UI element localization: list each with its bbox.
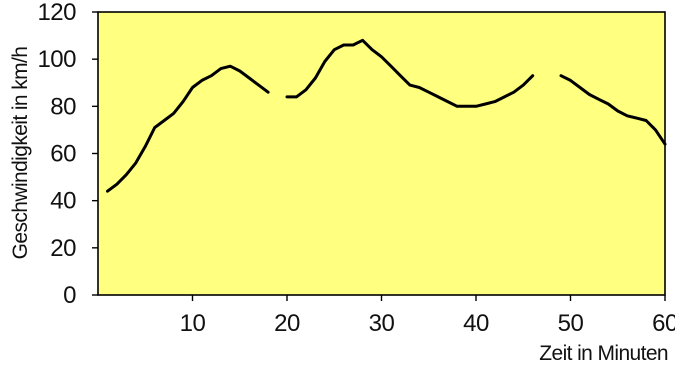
x-axis-ticks: 10 20 30 40 50 60 — [180, 295, 675, 337]
data-line — [106, 38, 667, 193]
x-tick-label: 60 — [652, 310, 675, 337]
y-tick-label: 120 — [37, 0, 76, 26]
series-line-segment — [106, 64, 270, 193]
y-tick-label: 100 — [37, 46, 76, 73]
series-line-segment — [285, 38, 535, 108]
y-axis-title: Geschwindigkeit in km/h — [9, 47, 32, 260]
series-line-segment — [559, 74, 667, 146]
x-tick-label: 30 — [369, 310, 395, 337]
y-tick-label: 40 — [50, 188, 76, 215]
y-tick-label: 20 — [50, 235, 76, 262]
y-axis-ticks: 0 20 40 60 80 100 120 — [37, 0, 98, 309]
x-tick-label: 20 — [274, 310, 300, 337]
y-tick-label: 0 — [63, 282, 76, 309]
x-tick-label: 10 — [180, 310, 206, 337]
x-tick-label: 40 — [463, 310, 489, 337]
plot-area — [97, 11, 666, 296]
x-tick-label: 50 — [558, 310, 584, 337]
x-axis-title: Zeit in Minuten — [539, 342, 668, 365]
y-tick-label: 60 — [50, 141, 76, 168]
y-tick-label: 80 — [50, 93, 76, 120]
